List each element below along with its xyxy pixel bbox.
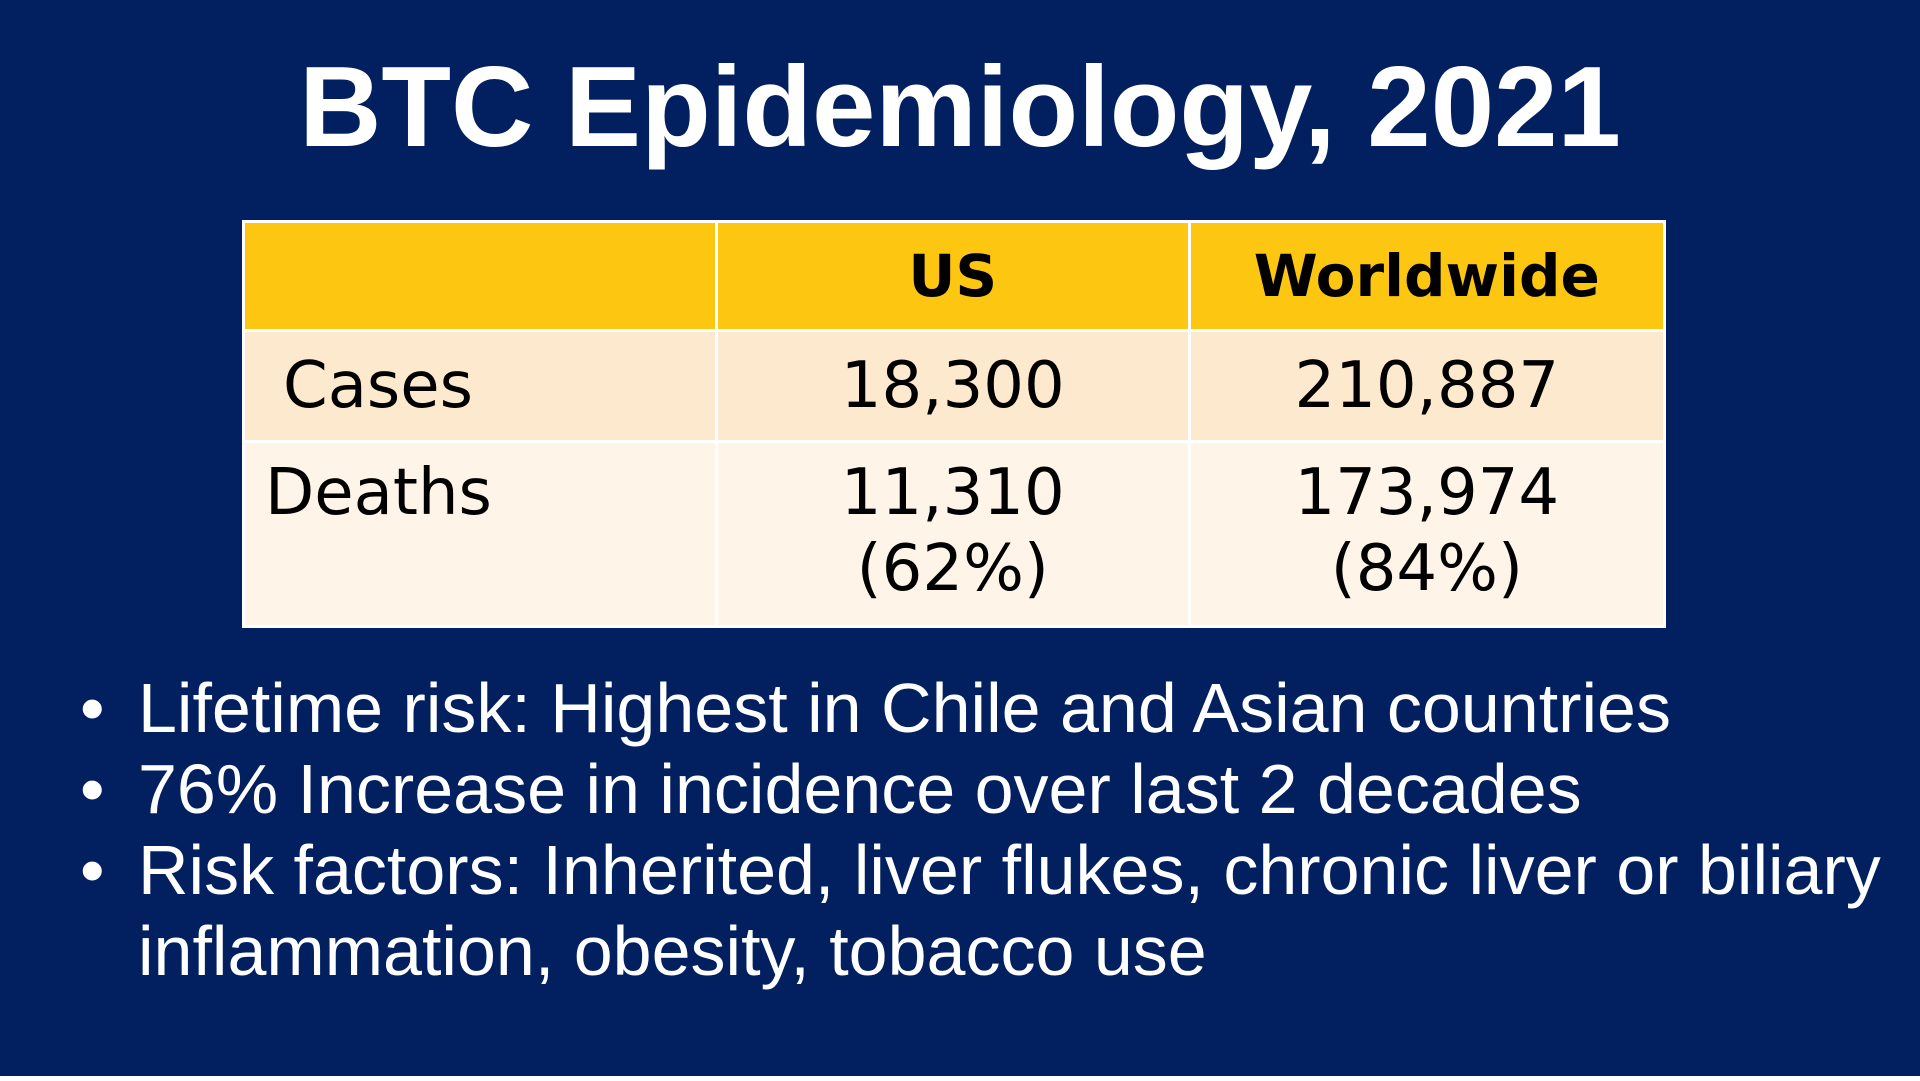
table-row-deaths: Deaths 11,310 (62%) 173,974 (84%)	[242, 440, 1667, 628]
deaths-us-percent: (62%)	[856, 532, 1049, 606]
cell-deaths-us: 11,310 (62%)	[714, 440, 1191, 628]
bullet-text: Lifetime risk: Highest in Chile and Asia…	[138, 669, 1671, 747]
slide-title: BTC Epidemiology, 2021	[299, 44, 1621, 171]
deaths-us-value: 11,310	[840, 456, 1065, 530]
header-cell-us: US	[714, 220, 1191, 332]
header-cell-empty	[242, 220, 718, 332]
cell-cases-worldwide: 210,887	[1187, 329, 1667, 443]
bullet-list: • Lifetime risk: Highest in Chile and As…	[80, 668, 1900, 992]
row-label-deaths: Deaths	[242, 440, 718, 628]
cell-deaths-worldwide: 173,974 (84%)	[1187, 440, 1667, 628]
cell-cases-us: 18,300	[714, 329, 1191, 443]
bullet-item-incidence-increase: • 76% Increase in incidence over last 2 …	[80, 749, 1900, 830]
bullet-item-risk-factors: • Risk factors: Inherited, liver flukes,…	[80, 830, 1900, 992]
table-row-cases: Cases 18,300 210,887	[242, 329, 1667, 443]
bullet-item-lifetime-risk: • Lifetime risk: Highest in Chile and As…	[80, 668, 1900, 749]
deaths-worldwide-value: 173,974	[1294, 456, 1560, 530]
bullet-marker: •	[80, 831, 105, 909]
bullet-text: 76% Increase in incidence over last 2 de…	[138, 750, 1582, 828]
cases-worldwide-value: 210,887	[1294, 349, 1560, 423]
row-label-cases: Cases	[242, 329, 718, 443]
cases-us-value: 18,300	[840, 349, 1065, 423]
header-cell-worldwide: Worldwide	[1187, 220, 1667, 332]
deaths-worldwide-percent: (84%)	[1330, 532, 1523, 606]
epidemiology-table: US Worldwide Cases 18,300 210,887 Deaths…	[242, 220, 1667, 628]
bullet-text: Risk factors: Inherited, liver flukes, c…	[138, 831, 1881, 990]
bullet-marker: •	[80, 669, 105, 747]
bullet-marker: •	[80, 750, 105, 828]
bottom-border	[0, 1076, 1920, 1081]
table-header-row: US Worldwide	[242, 220, 1667, 332]
